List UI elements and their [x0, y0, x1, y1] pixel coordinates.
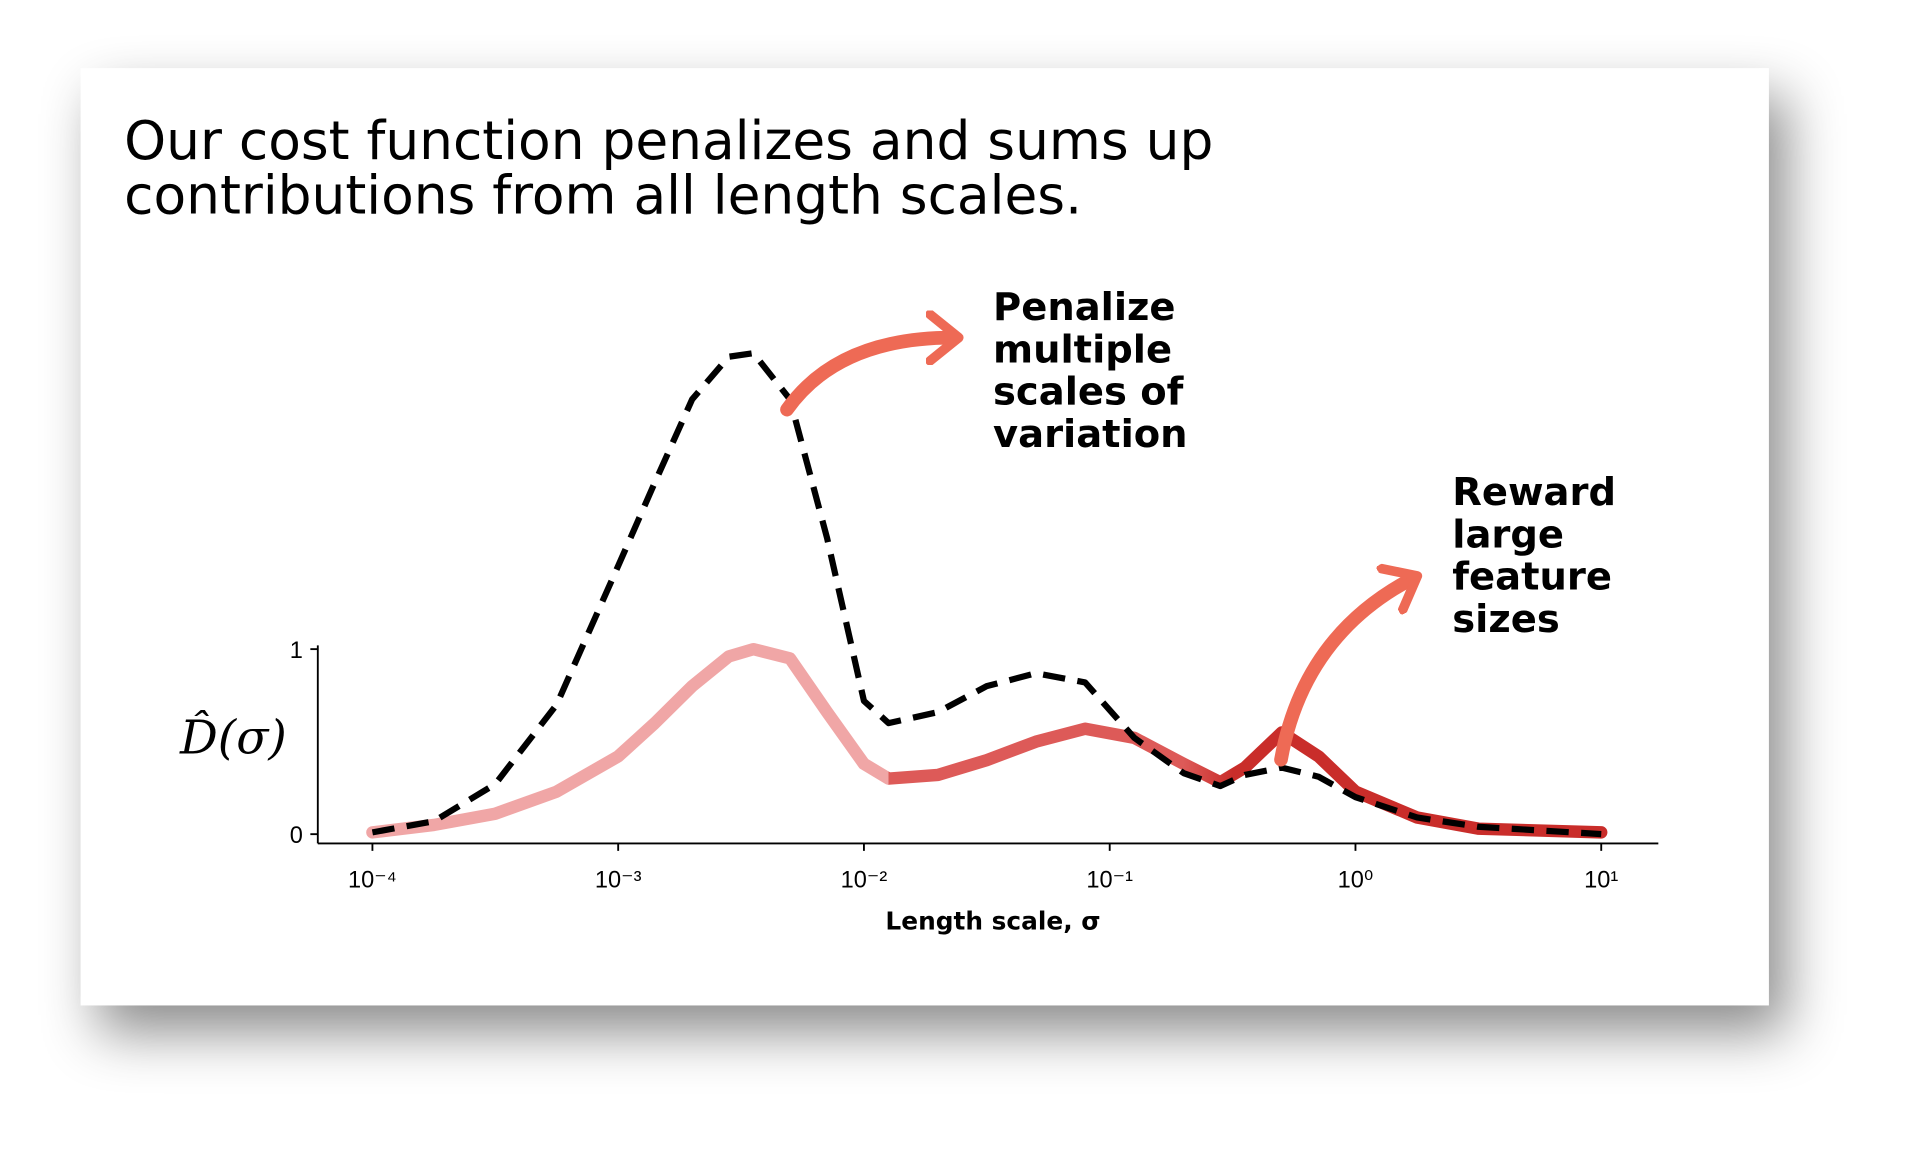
title-line: Our cost function penalizes and sums up — [124, 109, 1213, 172]
x-tick-label: 10⁻¹ — [1086, 866, 1133, 892]
x-tick-label: 10⁻³ — [595, 866, 642, 892]
annotation-line: scales of — [993, 370, 1185, 415]
x-tick-label: 10⁻² — [841, 866, 888, 892]
annotation-line: multiple — [993, 327, 1172, 372]
plot: 0 1 10⁻⁴ 10⁻³ 10⁻² 10⁻¹ 10⁰ 10¹ — [290, 350, 1659, 892]
annotation-line: large — [1452, 512, 1564, 557]
y-tick-label: 0 — [290, 822, 303, 848]
x-tick-label: 10¹ — [1584, 866, 1618, 892]
annotation-line: feature — [1452, 555, 1612, 600]
annotation-line: Reward — [1452, 470, 1616, 515]
y-axis-label: D̂(σ) — [179, 710, 287, 766]
annotation-line: Penalize — [993, 285, 1175, 330]
x-axis-label: Length scale, σ — [885, 907, 1100, 936]
solid-line — [366, 642, 1608, 839]
x-tick-label: 10⁻⁴ — [348, 866, 397, 892]
y-tick-label: 1 — [290, 637, 303, 663]
slide-card — [80, 68, 1769, 1006]
title-line: contributions from all length scales. — [124, 163, 1082, 226]
annotation-line: variation — [993, 412, 1188, 457]
arrow — [1274, 578, 1413, 767]
x-tick-label: 10⁰ — [1338, 866, 1374, 892]
arrow — [780, 338, 953, 417]
annotation-line: sizes — [1452, 597, 1559, 642]
